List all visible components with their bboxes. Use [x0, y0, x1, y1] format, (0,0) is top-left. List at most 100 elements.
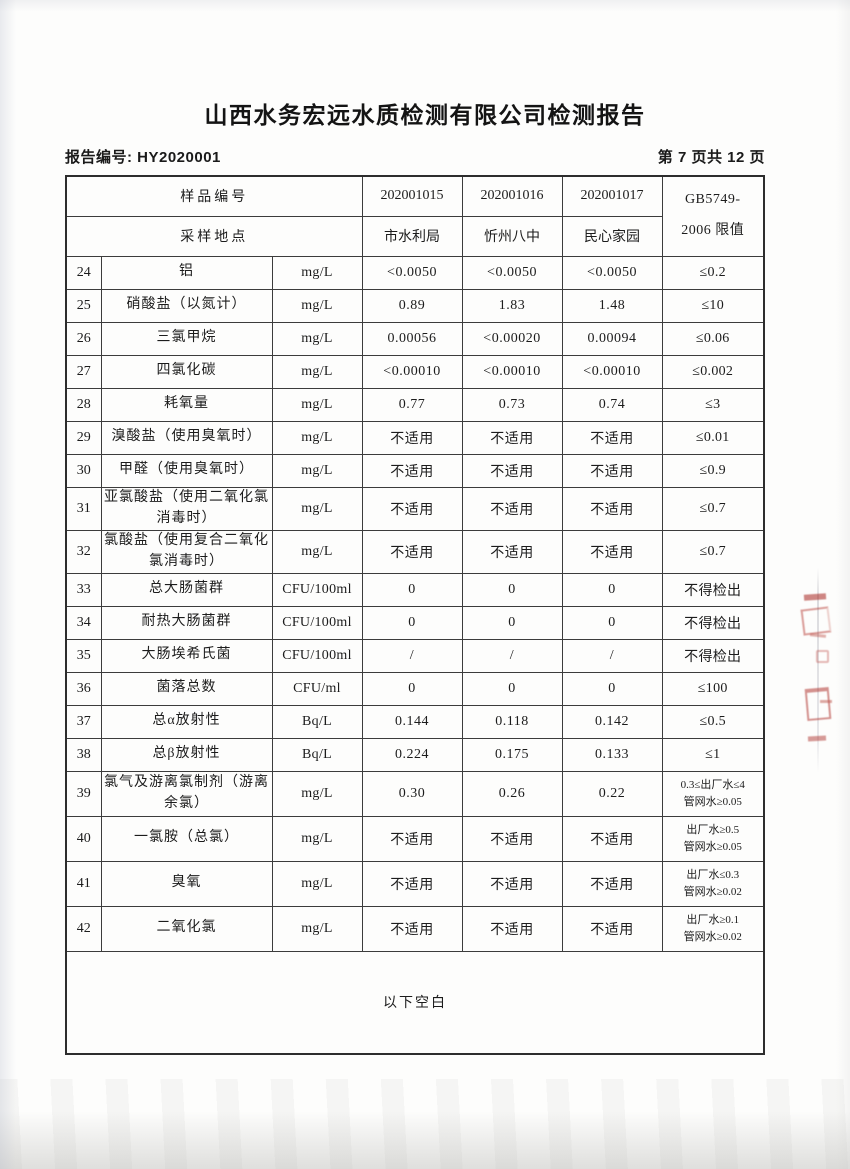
row-number-cell: 26	[65, 321, 102, 356]
table-row: 29 溴酸盐（使用臭氧时） mg/L 不适用 不适用 不适用 ≤0.01	[65, 420, 765, 455]
limit-line2: 管网水≥0.05	[683, 840, 742, 853]
limit-cell: ≤10	[661, 288, 765, 323]
table-row: 39 氯气及游离氯制剂（游离余氯） mg/L 0.30 0.26 0.22 0.3≤出厂水≤…	[65, 770, 765, 817]
row-number-cell: 36	[65, 671, 102, 706]
stamp-mark	[807, 735, 827, 742]
param-name-cell: 总β放射性	[100, 737, 273, 772]
stamp-mark	[809, 633, 827, 638]
table-row: 25 硝酸盐（以氮计） mg/L 0.89 1.83 1.48 ≤10	[65, 288, 765, 323]
limit-cell: 出厂水≥0.1 管网水≥0.02	[661, 905, 765, 952]
value-cell: 0.00056	[361, 321, 463, 356]
header-row-location: 采样地点 市水利局 忻州八中 民心家园	[65, 215, 764, 257]
row-number-cell: 42	[65, 905, 102, 952]
table-row: 34 耐热大肠菌群 CFU/100ml 0 0 0 不得检出	[65, 605, 765, 640]
param-name-cell: 总α放射性	[100, 704, 273, 739]
limit-header-line1: GB5749-	[684, 192, 741, 208]
value-cell: 0	[361, 671, 463, 706]
location-cell: 忻州八中	[461, 215, 563, 257]
table-row: 36 菌落总数 CFU/ml 0 0 0 ≤100	[65, 671, 765, 706]
value-cell: 不适用	[561, 815, 663, 862]
unit-cell: mg/L	[271, 255, 363, 290]
table-row: 24 铝 mg/L <0.0050 <0.0050 <0.0050 ≤0.2	[65, 255, 765, 290]
table-row: 33 总大肠菌群 CFU/100ml 0 0 0 不得检出	[65, 572, 765, 607]
param-name-cell: 总大肠菌群	[100, 572, 273, 607]
limit-cell: 不得检出	[661, 572, 765, 607]
limit-cell: 出厂水≥0.5 管网水≥0.05	[661, 815, 765, 862]
param-name-cell: 一氯胺（总氯）	[100, 815, 273, 862]
limit-cell: ≤3	[661, 387, 765, 422]
value-cell: 0.89	[361, 288, 463, 323]
table-row: 40 一氯胺（总氯） mg/L 不适用 不适用 不适用 出厂水≥0.5 管网水≥0.05	[65, 815, 765, 862]
value-cell: 0	[361, 572, 463, 607]
limit-cell: ≤0.9	[661, 453, 765, 488]
limit-line1: 出厂水≥0.1	[686, 914, 740, 926]
param-name-cell: 四氯化碳	[100, 354, 273, 389]
row-number-cell: 32	[65, 529, 102, 574]
sample-id-cell: 202001016	[461, 175, 563, 217]
limit-cell: ≤0.5	[661, 704, 765, 739]
value-cell: 0.73	[461, 387, 563, 422]
value-cell: 不适用	[561, 420, 663, 455]
param-name-cell: 氯酸盐（使用复合二氧化氯消毒时）	[100, 529, 273, 574]
results-body: 24 铝 mg/L <0.0050 <0.0050 <0.0050 ≤0.2 25 硝酸盐（以氮…	[65, 255, 765, 1055]
value-cell: 0.26	[461, 770, 563, 817]
unit-cell: Bq/L	[271, 704, 363, 739]
limit-cell: 不得检出	[661, 638, 765, 673]
paper-crease	[817, 568, 819, 773]
value-cell: 0.118	[461, 704, 563, 739]
value-cell: 不适用	[361, 529, 463, 574]
row-number-cell: 38	[65, 737, 102, 772]
limit-line2: 管网水≥0.05	[683, 795, 742, 808]
limit-cell: 出厂水≤0.3 管网水≥0.02	[661, 860, 765, 907]
limit-line1: 出厂水≤0.3	[686, 869, 740, 881]
value-cell: 0.175	[461, 737, 563, 772]
unit-cell: CFU/100ml	[271, 572, 363, 607]
location-label-cell: 采样地点	[65, 215, 363, 257]
param-name-cell: 大肠埃希氏菌	[100, 638, 273, 673]
value-cell: 不适用	[361, 453, 463, 488]
unit-cell: CFU/100ml	[271, 638, 363, 673]
value-cell: 不适用	[461, 815, 563, 862]
red-stamp-fragment	[796, 588, 850, 756]
value-cell: 不适用	[561, 529, 663, 574]
row-number-cell: 31	[65, 486, 102, 531]
param-name-cell: 二氧化氯	[100, 905, 273, 952]
unit-cell: mg/L	[271, 529, 363, 574]
row-number-cell: 35	[65, 638, 102, 673]
sample-id-cell: 202001015	[361, 175, 463, 217]
row-number-cell: 28	[65, 387, 102, 422]
value-cell: 1.83	[461, 288, 563, 323]
value-cell: 不适用	[561, 860, 663, 907]
stamp-mark	[803, 593, 827, 601]
table-row: 26 三氯甲烷 mg/L 0.00056 <0.00020 0.00094 ≤0.06	[65, 321, 765, 356]
row-number-cell: 25	[65, 288, 102, 323]
value-cell: 0.74	[561, 387, 663, 422]
value-cell: /	[461, 638, 563, 673]
table-row: 42 二氧化氯 mg/L 不适用 不适用 不适用 出厂水≥0.1 管网水≥0.02	[65, 905, 765, 952]
value-cell: 0.142	[561, 704, 663, 739]
param-name-cell: 亚氯酸盐（使用二氧化氯消毒时）	[100, 486, 273, 531]
value-cell: 不适用	[461, 860, 563, 907]
water-quality-results-table: 样品编号 202001015 202001016 202001017 GB574…	[65, 175, 765, 1055]
row-number-cell: 24	[65, 255, 102, 290]
value-cell: 0	[461, 605, 563, 640]
value-cell: 不适用	[461, 486, 563, 531]
param-name-cell: 氯气及游离氯制剂（游离余氯）	[100, 770, 273, 817]
limit-cell: ≤0.7	[661, 529, 765, 574]
unit-cell: mg/L	[271, 453, 363, 488]
value-cell: <0.0050	[461, 255, 563, 290]
value-cell: <0.00010	[561, 354, 663, 389]
value-cell: 不适用	[561, 486, 663, 531]
table-row: 38 总β放射性 Bq/L 0.224 0.175 0.133 ≤1	[65, 737, 765, 772]
value-cell: /	[361, 638, 463, 673]
limit-line2: 管网水≥0.02	[683, 885, 742, 898]
stamp-mark	[820, 700, 832, 703]
row-number-cell: 39	[65, 770, 102, 817]
limit-cell: ≤0.06	[661, 321, 765, 356]
unit-cell: mg/L	[271, 486, 363, 531]
value-cell: 不适用	[461, 453, 563, 488]
value-cell: 0	[361, 605, 463, 640]
report-title: 山西水务宏远水质检测有限公司检测报告	[204, 102, 646, 128]
table-row: 27 四氯化碳 mg/L <0.00010 <0.00010 <0.00010 ≤0.002	[65, 354, 765, 389]
